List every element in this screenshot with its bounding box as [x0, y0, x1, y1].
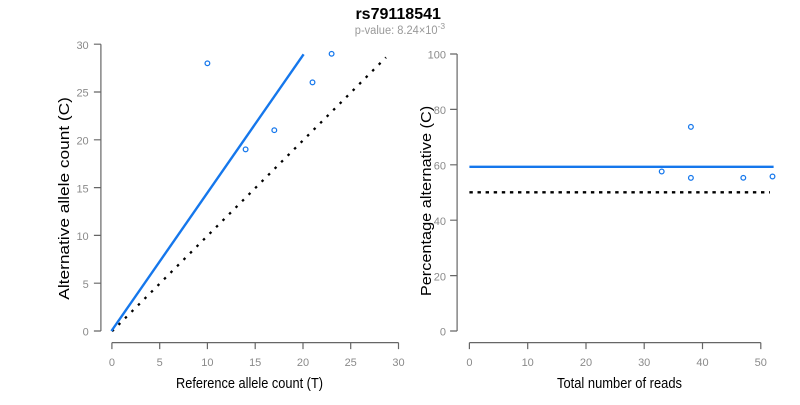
- svg-text:0: 0: [109, 357, 115, 369]
- svg-text:p-value: 8.24×10-3: p-value: 8.24×10-3: [355, 21, 446, 37]
- svg-text:0: 0: [440, 327, 446, 339]
- svg-text:rs79118541: rs79118541: [355, 6, 441, 23]
- svg-text:Total number of reads: Total number of reads: [557, 376, 682, 392]
- svg-text:10: 10: [76, 231, 88, 243]
- svg-text:100: 100: [428, 50, 446, 62]
- svg-text:15: 15: [249, 357, 261, 369]
- svg-text:20: 20: [76, 136, 88, 148]
- svg-text:80: 80: [434, 105, 446, 117]
- svg-text:20: 20: [434, 271, 446, 283]
- svg-text:10: 10: [201, 357, 213, 369]
- svg-text:20: 20: [580, 357, 592, 369]
- svg-text:15: 15: [76, 183, 88, 195]
- svg-text:0: 0: [83, 327, 89, 339]
- svg-text:Reference allele count (T): Reference allele count (T): [176, 376, 323, 392]
- svg-text:30: 30: [638, 357, 650, 369]
- svg-text:40: 40: [434, 216, 446, 228]
- svg-text:0: 0: [466, 357, 472, 369]
- svg-text:5: 5: [83, 279, 89, 291]
- svg-text:30: 30: [76, 40, 88, 52]
- svg-text:10: 10: [522, 357, 534, 369]
- svg-text:20: 20: [297, 357, 309, 369]
- svg-text:25: 25: [345, 357, 357, 369]
- svg-text:30: 30: [392, 357, 404, 369]
- svg-text:60: 60: [434, 161, 446, 173]
- svg-text:5: 5: [157, 357, 163, 369]
- svg-text:25: 25: [76, 88, 88, 100]
- svg-text:40: 40: [696, 357, 708, 369]
- svg-text:Alternative allele count (C): Alternative allele count (C): [56, 97, 73, 300]
- svg-text:Percentage alternative (C): Percentage alternative (C): [418, 106, 435, 296]
- svg-text:50: 50: [755, 357, 767, 369]
